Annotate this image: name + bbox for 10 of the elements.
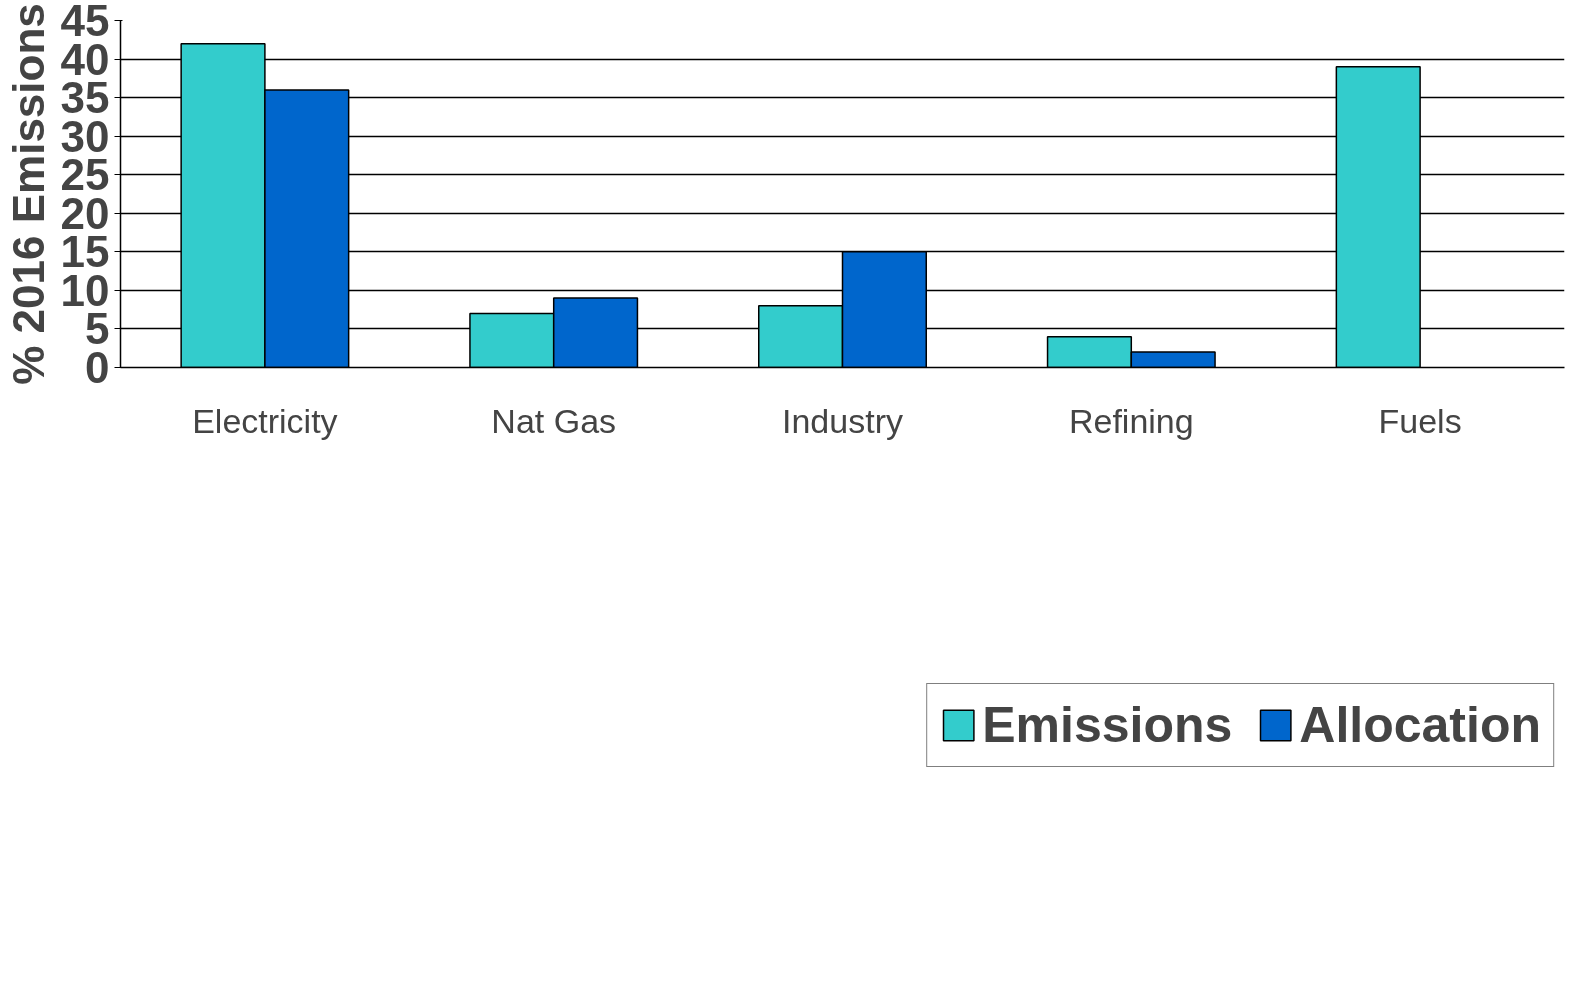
x-tick-label: Fuels [1378, 401, 1462, 440]
x-tick-label: Industry [782, 401, 903, 440]
y-axis-title: % 2016 Emissions [3, 3, 53, 385]
x-tick-label: Refining [1068, 401, 1194, 440]
x-tick-label: Electricity [192, 401, 338, 440]
y-tick-label: 45 [60, 0, 110, 45]
legend-label: Emissions [982, 696, 1233, 754]
legend-label: Allocation [1299, 696, 1541, 754]
y-tick-label: 0 [85, 343, 110, 392]
x-tick-label: Nat Gas [491, 401, 617, 440]
